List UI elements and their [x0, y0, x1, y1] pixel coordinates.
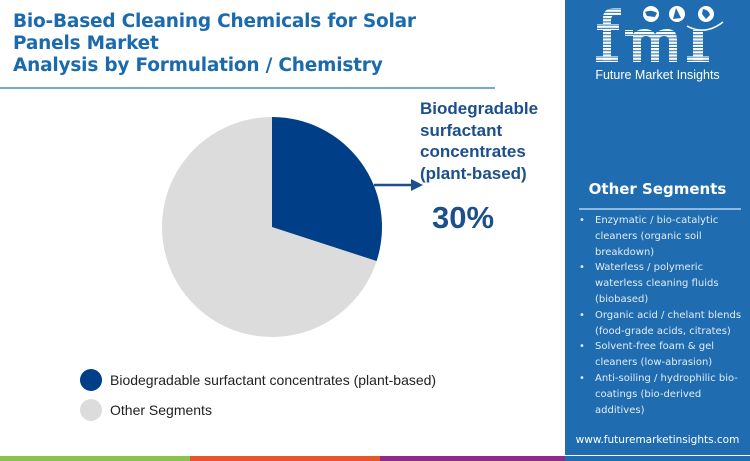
bottom-bar-purple	[380, 456, 565, 461]
chart-title: Bio-Based Cleaning Chemicals for Solar P…	[13, 11, 573, 77]
fmi-logo-icon	[596, 6, 724, 62]
segment-item: Anti-soiling / hydrophilic bio-coatings …	[577, 371, 747, 418]
website-link[interactable]: www.futuremarketinsights.com	[575, 434, 740, 446]
logo-subtitle: Future Market Insights	[595, 68, 720, 82]
title-line-3: Analysis by Formulation / Chemistry	[13, 55, 383, 76]
pie-slice-biodegradable-surfactant	[272, 117, 382, 261]
other-segments-list: Enzymatic / bio-catalytic cleaners (orga…	[577, 213, 747, 418]
legend-swatch-icon	[80, 399, 102, 421]
other-segments-divider	[579, 208, 741, 210]
arrow-head-icon	[411, 179, 423, 191]
segment-item: Solvent-free foam & gel cleaners (low-ab…	[577, 339, 747, 371]
other-segments-title: Other Segments	[588, 180, 727, 198]
segment-item: Organic acid / chelant blends (food-grad…	[577, 308, 747, 340]
legend-item-biodegradable: Biodegradable surfactant concentrates (p…	[80, 365, 436, 395]
sidebar-panel: Future Market Insights Other Segments En…	[565, 0, 750, 455]
legend-swatch-icon	[80, 369, 102, 391]
bottom-bar-green	[0, 456, 190, 461]
bottom-bar-blue	[565, 456, 750, 461]
legend-label: Biodegradable surfactant concentrates (p…	[110, 372, 437, 388]
legend-label: Other Segments	[110, 402, 212, 418]
segment-item: Enzymatic / bio-catalytic cleaners (orga…	[577, 213, 747, 260]
title-line-1: Bio-Based Cleaning Chemicals for Solar	[13, 11, 416, 32]
title-divider	[0, 87, 495, 89]
segment-item: Waterless / polymeric waterless cleaning…	[577, 260, 747, 307]
title-line-2: Panels Market	[13, 33, 159, 54]
legend-item-other: Other Segments	[80, 395, 436, 425]
legend: Biodegradable surfactant concentrates (p…	[80, 365, 436, 425]
callout-label: Biodegradable surfactant concentrates (p…	[420, 99, 539, 183]
pie-chart	[162, 117, 423, 337]
callout-value: 30%	[432, 200, 495, 235]
fmi-logo: Future Market Insights	[565, 0, 750, 100]
bottom-bar-orange	[190, 456, 380, 461]
